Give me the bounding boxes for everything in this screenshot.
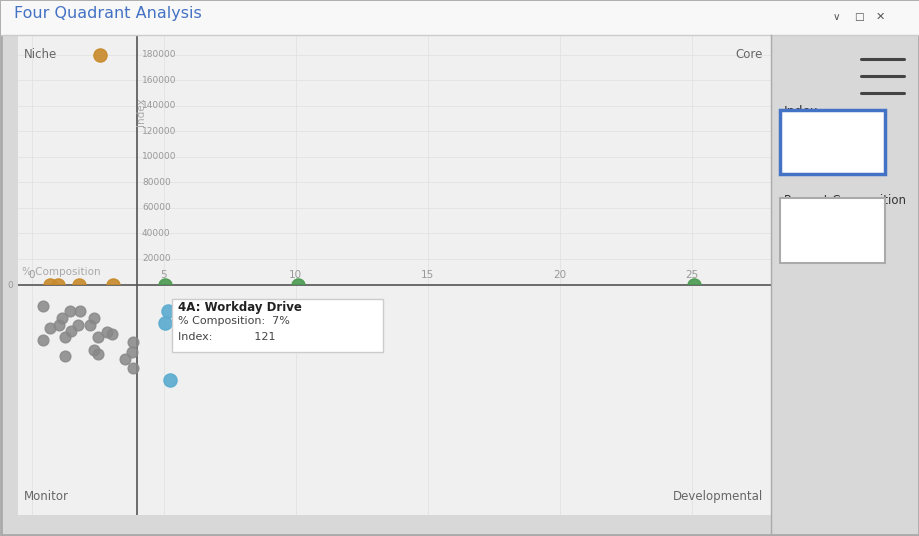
- Point: [93, 50, 108, 59]
- Point: [105, 330, 119, 339]
- Text: Index: Index: [136, 98, 146, 126]
- FancyBboxPatch shape: [779, 198, 884, 263]
- Point: [57, 333, 72, 341]
- Point: [157, 318, 172, 327]
- Text: ✕: ✕: [875, 12, 884, 22]
- Point: [90, 333, 105, 341]
- Point: [54, 314, 69, 322]
- Point: [106, 280, 120, 289]
- Point: [57, 352, 72, 361]
- Point: [71, 321, 85, 329]
- Point: [163, 376, 177, 385]
- Text: Niche: Niche: [24, 48, 57, 61]
- Point: [90, 349, 105, 358]
- Point: [73, 307, 87, 316]
- Text: Percent Composition: Percent Composition: [783, 193, 905, 206]
- Text: 120000: 120000: [142, 126, 176, 136]
- Point: [157, 280, 172, 289]
- Point: [118, 355, 132, 363]
- Point: [174, 314, 188, 322]
- Point: [126, 338, 141, 346]
- Point: [124, 347, 139, 356]
- Text: 60000: 60000: [142, 203, 171, 212]
- Text: Index: Index: [783, 105, 818, 118]
- Text: 160000: 160000: [142, 76, 176, 85]
- Text: 180000: 180000: [142, 50, 176, 59]
- Point: [86, 345, 101, 354]
- Text: □: □: [853, 12, 863, 22]
- Point: [126, 363, 141, 372]
- Point: [36, 301, 51, 310]
- Point: [42, 323, 57, 332]
- Point: [686, 280, 701, 289]
- Point: [160, 307, 175, 316]
- Point: [63, 326, 78, 335]
- Text: 4: 4: [790, 221, 800, 236]
- Text: % Composition: % Composition: [22, 267, 101, 277]
- Text: Index:            121: Index: 121: [178, 331, 276, 341]
- Point: [82, 321, 96, 329]
- Point: [86, 314, 101, 322]
- Text: Monitor: Monitor: [24, 490, 69, 503]
- Point: [62, 307, 77, 316]
- Point: [72, 280, 86, 289]
- FancyBboxPatch shape: [779, 110, 884, 174]
- Text: 110: 110: [790, 132, 820, 147]
- Point: [99, 328, 114, 337]
- Point: [51, 321, 66, 329]
- Text: 40000: 40000: [142, 229, 170, 238]
- Text: 140000: 140000: [142, 101, 176, 110]
- Text: % Composition:  7%: % Composition: 7%: [178, 316, 289, 326]
- Text: 100000: 100000: [142, 152, 176, 161]
- Point: [290, 280, 305, 289]
- Bar: [171, 299, 382, 352]
- Text: Core: Core: [735, 48, 762, 61]
- Point: [51, 280, 65, 289]
- Text: Developmental: Developmental: [672, 490, 762, 503]
- Point: [42, 280, 57, 289]
- Text: 4A: Workday Drive: 4A: Workday Drive: [178, 301, 301, 314]
- Text: 20000: 20000: [142, 255, 170, 264]
- Text: 80000: 80000: [142, 178, 171, 187]
- Text: Four Quadrant Analysis: Four Quadrant Analysis: [14, 6, 201, 21]
- Text: ∨: ∨: [832, 12, 839, 22]
- Point: [36, 336, 51, 345]
